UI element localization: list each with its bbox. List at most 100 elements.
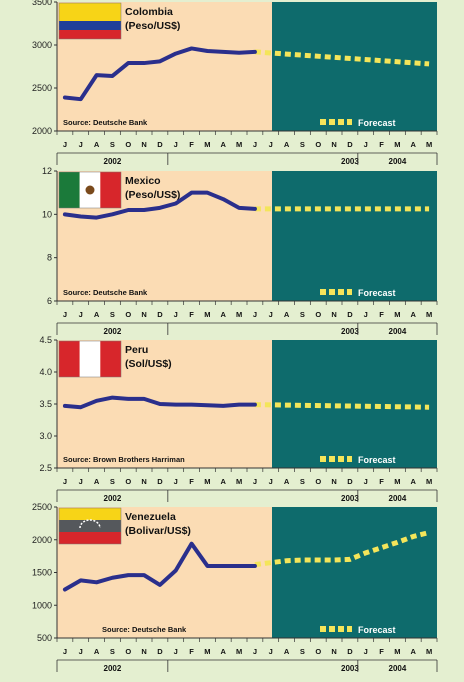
data-point (142, 573, 146, 577)
forecast-legend-label: Forecast (358, 118, 396, 128)
month-label: A (284, 140, 290, 149)
month-label: A (411, 140, 417, 149)
y-tick-label: 3500 (32, 0, 52, 7)
data-point (253, 403, 257, 406)
month-label: J (364, 310, 368, 319)
data-point (127, 61, 130, 65)
data-point (174, 569, 177, 572)
forecast-legend-label: Forecast (358, 288, 396, 298)
month-label: A (221, 647, 227, 656)
data-point (206, 191, 209, 194)
y-tick-label: 1000 (32, 600, 52, 610)
month-label: M (204, 140, 210, 149)
chart-source: Source: Deutsche Bank (63, 118, 148, 127)
month-label: J (63, 647, 67, 656)
y-tick-label: 2.5 (39, 463, 52, 473)
chart-source: Source: Deutsche Bank (102, 625, 187, 634)
flag-stripe (59, 532, 121, 544)
flag-stripe (59, 520, 121, 532)
month-label: F (379, 140, 384, 149)
flag-border (58, 340, 122, 378)
y-tick-label: 4.5 (39, 335, 52, 345)
chart-title: Colombia (125, 6, 173, 18)
flag-stripe (59, 172, 80, 208)
month-label: F (379, 310, 384, 319)
month-label: M (426, 477, 432, 486)
data-point (190, 403, 193, 406)
data-point (95, 73, 98, 77)
y-tick-label: 2500 (32, 502, 52, 512)
month-label: J (253, 647, 257, 656)
flag-stripe (79, 341, 101, 377)
flag-border (58, 2, 122, 40)
forecast-series-line (254, 49, 430, 67)
y-tick-label: 2500 (32, 83, 52, 93)
month-label: M (236, 310, 242, 319)
data-point (222, 197, 225, 201)
forecast-area (272, 507, 437, 638)
data-point (237, 403, 241, 406)
month-label: J (364, 647, 368, 656)
data-point (142, 397, 146, 401)
month-label: J (79, 140, 83, 149)
data-point (222, 564, 225, 568)
data-point (253, 50, 257, 54)
month-label: J (63, 140, 67, 149)
forecast-legend-label: Forecast (358, 625, 396, 635)
data-point (127, 208, 130, 212)
chart-title: Mexico (125, 175, 161, 187)
month-label: N (141, 140, 146, 149)
data-point (158, 206, 162, 210)
month-label: A (411, 647, 417, 656)
month-label: J (364, 140, 368, 149)
month-label: M (204, 477, 210, 486)
month-label: M (204, 310, 210, 319)
data-point (158, 60, 162, 63)
month-label: O (315, 140, 321, 149)
month-label: S (110, 477, 115, 486)
flag-stripe (59, 21, 121, 30)
y-tick-label: 12 (42, 166, 52, 176)
month-label: D (157, 477, 163, 486)
data-point (79, 97, 82, 101)
month-label: M (204, 647, 210, 656)
data-point (111, 74, 114, 78)
data-point (206, 564, 209, 568)
month-label: J (253, 140, 257, 149)
month-label: D (157, 310, 163, 319)
year-label: 2002 (104, 327, 122, 336)
chart-unit: (Sol/US$) (125, 358, 172, 370)
y-tick-label: 3.0 (39, 431, 52, 441)
data-point (174, 52, 177, 55)
month-label: F (189, 140, 194, 149)
forecast-series-line (254, 402, 430, 410)
y-tick-label: 4.0 (39, 367, 52, 377)
month-label: M (236, 647, 242, 656)
flag-border (58, 507, 122, 545)
year-label: 2004 (389, 157, 407, 166)
month-label: M (426, 310, 432, 319)
month-label: F (379, 647, 384, 656)
flag-stripe (59, 341, 80, 377)
flag-stripe (59, 508, 121, 520)
month-label: J (174, 140, 178, 149)
month-label: A (94, 647, 100, 656)
year-label: 2004 (389, 494, 407, 503)
data-point (63, 588, 67, 591)
data-point (127, 397, 130, 401)
month-label: O (125, 647, 131, 656)
month-label: F (189, 647, 194, 656)
y-tick-label: 2000 (32, 535, 52, 545)
data-point (237, 206, 241, 210)
data-point (63, 213, 67, 216)
month-label: J (174, 647, 178, 656)
y-tick-label: 3000 (32, 40, 52, 50)
month-label: A (94, 140, 100, 149)
flag-emblem (85, 185, 95, 195)
month-label: M (426, 647, 432, 656)
month-label: S (110, 647, 115, 656)
data-point (206, 49, 209, 53)
month-label: J (174, 477, 178, 486)
